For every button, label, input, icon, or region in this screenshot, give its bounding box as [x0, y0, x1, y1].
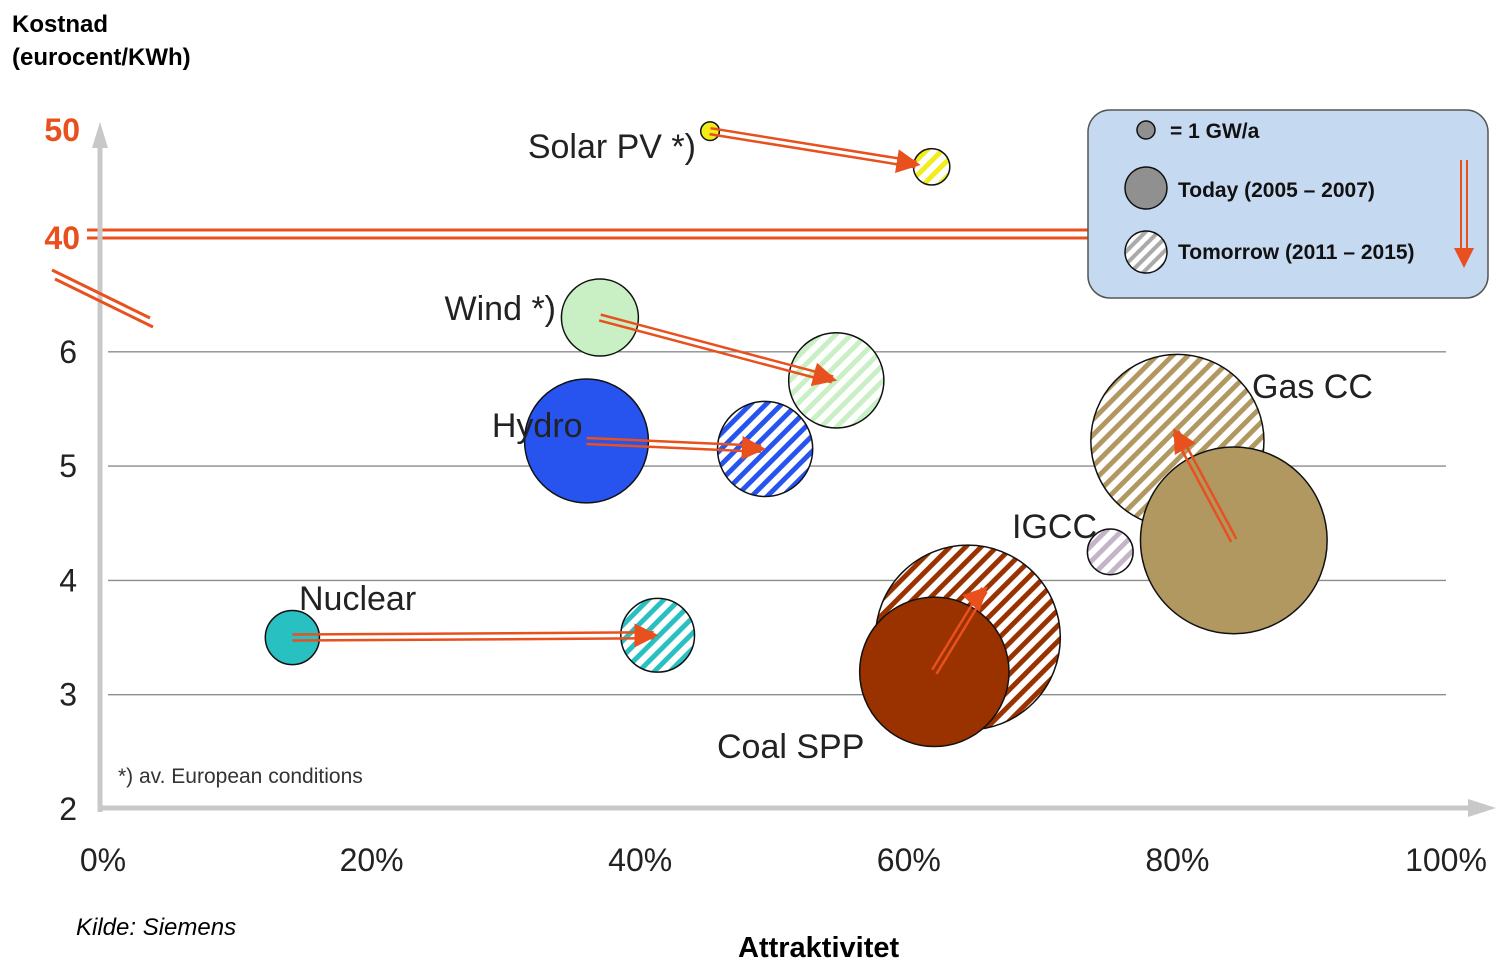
x-tick-label: 60%	[877, 842, 941, 878]
x-tick-label: 20%	[340, 842, 404, 878]
y-tick-label: 2	[59, 791, 77, 827]
series-label-solar-pv: Solar PV *)	[528, 128, 696, 166]
arrow-solar-pv-head	[894, 149, 921, 174]
footnote: *) av. European conditions	[118, 765, 363, 788]
source-note: Kilde: Siemens	[76, 914, 237, 941]
legend-entry-hatched: Tomorrow (2011 – 2015)	[1178, 241, 1415, 264]
bubble-gas-cc-today	[1139, 446, 1328, 635]
y-axis-label-line-2: (eurocent/KWh)	[12, 44, 191, 71]
axes	[51, 122, 1496, 817]
y-tick-label: 6	[59, 334, 77, 370]
legend-arrow-head	[1454, 248, 1474, 268]
arrow-gas-cc-head	[1173, 428, 1196, 456]
x-tick-label: 0%	[80, 842, 126, 878]
y-tick-label: 4	[59, 562, 77, 598]
arrow-nuclear-a	[292, 637, 654, 642]
x-tick-label: 80%	[1145, 842, 1209, 878]
legend-swatch-scale	[1136, 120, 1156, 140]
bubble-igcc-tomorrow	[1086, 528, 1134, 576]
series-label-gas-cc: Gas CC	[1252, 368, 1373, 406]
y-axis-label: Kostnad (eurocent/KWh)	[12, 8, 191, 74]
arrow-solar-pv-b	[710, 126, 917, 163]
bubble-coal-spp-today	[858, 596, 1010, 748]
series-label-nuclear: Nuclear	[299, 580, 416, 618]
x-tick-label: 100%	[1405, 842, 1487, 878]
arrow-hydro-a	[586, 442, 762, 454]
bubble-nuclear-today	[264, 609, 321, 666]
series-labels: Solar PV *) Wind *) Hydro Nuclear Coal SPP IG…	[299, 128, 1373, 766]
tick-labels: 0% 20% 40% 60% 80% 100% 2 3 4 5 6 40 50	[44, 112, 1487, 878]
arrows	[292, 126, 1238, 675]
bubble-solar-pv-tomorrow	[912, 147, 951, 186]
arrow-solar-pv-a	[709, 132, 916, 169]
series-label-igcc: IGCC	[1012, 508, 1097, 546]
arrow-hydro-b	[586, 436, 762, 448]
y-break-tick-label: 50	[44, 112, 80, 148]
arrow-wind-b	[600, 313, 834, 378]
bubble-wind-today	[560, 278, 640, 357]
x-axis-arrow	[1468, 799, 1496, 817]
axis-break-mark-2	[54, 277, 154, 329]
bubble-wind-tomorrow	[787, 332, 885, 429]
y-tick-label: 5	[59, 448, 77, 484]
x-axis-label: Attraktivitet	[738, 932, 900, 964]
arrow-wind-head	[810, 362, 838, 387]
legend-entry-solid: Today (2005 – 2007)	[1178, 179, 1375, 202]
legend-box	[1087, 109, 1489, 299]
bubble-solar-pv-today	[699, 121, 721, 142]
legend-entry-scale: = 1 GW/a	[1170, 120, 1260, 143]
y-axis-arrow	[92, 122, 108, 148]
bubble-hydro-tomorrow	[716, 400, 814, 498]
arrow-nuclear-b	[292, 631, 654, 636]
y-break-tick-label: 40	[44, 220, 80, 256]
legend-swatch-solid	[1124, 166, 1168, 210]
x-tick-label: 40%	[608, 842, 672, 878]
axis-break-mark-1	[51, 268, 151, 320]
legend: = 1 GW/a Today (2005 – 2007) Tomorrow (201…	[1087, 109, 1489, 299]
series-label-hydro: Hydro	[492, 407, 583, 445]
bubble-nuclear-tomorrow	[620, 597, 696, 673]
series-label-coal-spp: Coal SPP	[717, 728, 864, 766]
arrow-wind-a	[598, 319, 832, 384]
legend-swatch-hatched	[1124, 230, 1168, 274]
y-axis-label-line-1: Kostnad	[12, 11, 108, 38]
arrow-coal-spp-head	[962, 586, 988, 612]
y-tick-label: 3	[59, 677, 77, 713]
series-label-wind: Wind *)	[445, 290, 556, 328]
